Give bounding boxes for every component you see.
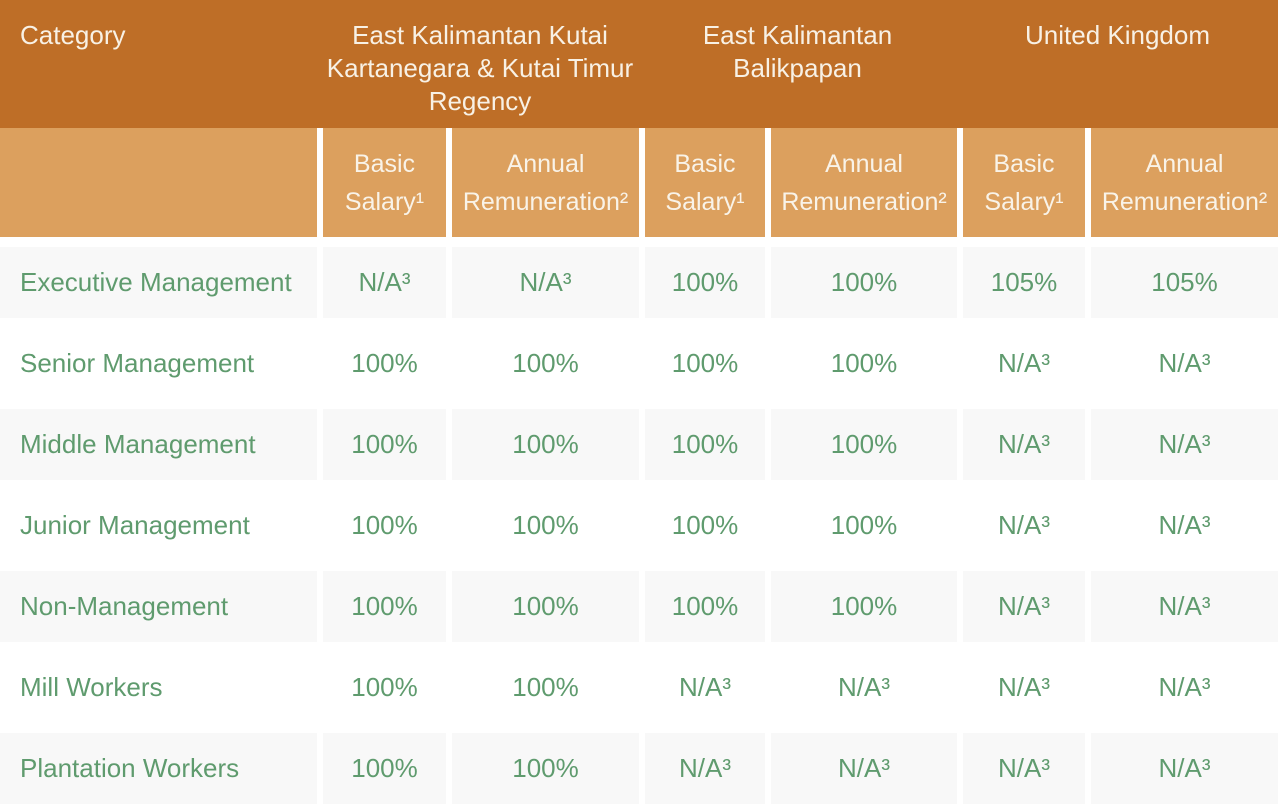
subheader-annual-remuneration-3: Annual Remuneration²	[1091, 128, 1278, 237]
value-cell: N/A³	[1091, 490, 1278, 561]
subheader-basic-salary-3: Basic Salary¹	[963, 128, 1085, 237]
subheader-annual-remuneration-1: Annual Remuneration²	[452, 128, 639, 237]
corner-header-category: Category	[20, 20, 126, 50]
value-cell: 105%	[963, 247, 1085, 318]
value-cell: 100%	[452, 490, 639, 561]
value-cell: N/A³	[771, 733, 957, 804]
value-cell: 100%	[645, 328, 765, 399]
value-cell: N/A³	[645, 733, 765, 804]
value-cell: 100%	[323, 490, 446, 561]
table-body-grid: Basic Salary¹ Annual Remuneration² Basic…	[0, 128, 1278, 804]
value-cell: N/A³	[1091, 409, 1278, 480]
value-cell: 100%	[645, 247, 765, 318]
value-cell: N/A³	[1091, 652, 1278, 723]
value-cell: N/A³	[452, 247, 639, 318]
value-cell: 100%	[323, 652, 446, 723]
category-cell: Senior Management	[0, 328, 317, 399]
value-cell: N/A³	[963, 733, 1085, 804]
subheader-empty-cell	[0, 128, 317, 237]
value-cell: N/A³	[963, 409, 1085, 480]
value-cell: 100%	[323, 733, 446, 804]
category-cell: Mill Workers	[0, 652, 317, 723]
region-header-east-kalimantan-kutai-regency: East Kalimantan Kutai Kartanegara & Kuta…	[326, 20, 634, 116]
value-cell: 100%	[323, 328, 446, 399]
category-cell: Executive Management	[0, 247, 317, 318]
subheader-annual-remuneration-2: Annual Remuneration²	[771, 128, 957, 237]
value-cell: 100%	[452, 652, 639, 723]
value-cell: N/A³	[963, 328, 1085, 399]
value-cell: 100%	[771, 328, 957, 399]
value-cell: N/A³	[645, 652, 765, 723]
category-cell: Middle Management	[0, 409, 317, 480]
value-cell: N/A³	[963, 571, 1085, 642]
value-cell: 100%	[452, 328, 639, 399]
value-cell: 100%	[771, 490, 957, 561]
value-cell: N/A³	[323, 247, 446, 318]
value-cell: 100%	[452, 409, 639, 480]
value-cell: 100%	[645, 409, 765, 480]
region-header-row: Category East Kalimantan Kutai Kartanega…	[0, 0, 1278, 128]
category-cell: Junior Management	[0, 490, 317, 561]
category-cell: Plantation Workers	[0, 733, 317, 804]
value-cell: 100%	[645, 571, 765, 642]
value-cell: 100%	[771, 247, 957, 318]
value-cell: N/A³	[1091, 571, 1278, 642]
value-cell: 100%	[323, 409, 446, 480]
value-cell: 105%	[1091, 247, 1278, 318]
value-cell: N/A³	[963, 652, 1085, 723]
value-cell: 100%	[771, 571, 957, 642]
value-cell: 100%	[645, 490, 765, 561]
region-header-united-kingdom: United Kingdom	[1025, 20, 1210, 50]
value-cell: 100%	[771, 409, 957, 480]
value-cell: N/A³	[963, 490, 1085, 561]
value-cell: N/A³	[1091, 328, 1278, 399]
value-cell: N/A³	[771, 652, 957, 723]
value-cell: 100%	[452, 571, 639, 642]
value-cell: N/A³	[1091, 733, 1278, 804]
subheader-basic-salary-1: Basic Salary¹	[323, 128, 446, 237]
value-cell: 100%	[323, 571, 446, 642]
region-header-east-kalimantan-balikpapan: East Kalimantan Balikpapan	[702, 20, 893, 83]
subheader-basic-salary-2: Basic Salary¹	[645, 128, 765, 237]
category-cell: Non-Management	[0, 571, 317, 642]
value-cell: 100%	[452, 733, 639, 804]
